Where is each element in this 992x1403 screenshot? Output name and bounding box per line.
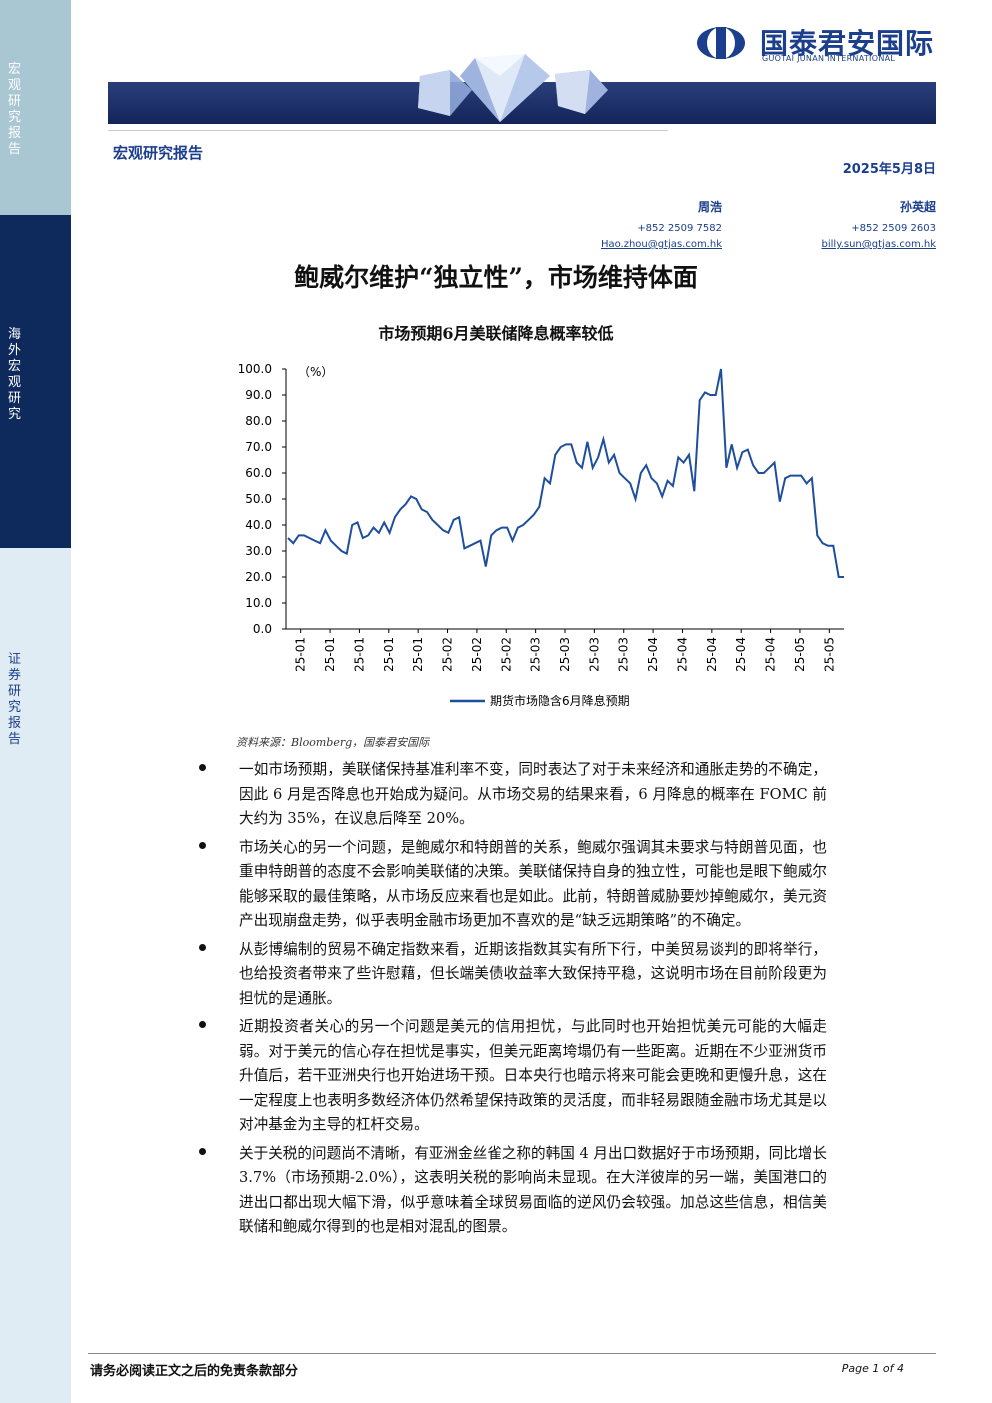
legend-label: 期货市场隐含6月降息预期 xyxy=(490,693,630,708)
sidebar: 宏观研究报告 海外宏观研究 证券研究报告 xyxy=(0,0,71,1403)
x-tick-label: 25-04 xyxy=(764,637,778,672)
y-tick-label: 0.0 xyxy=(253,622,272,636)
brand-logo: 国泰君安国际 GUOTAI JUNAN INTERNATIONAL xyxy=(690,22,950,68)
page-number: Page 1 of 4 xyxy=(841,1362,904,1375)
list-item: 关于关税的问题尚不清晰，有亚洲金丝雀之称的韩国 4 月出口数据好于市场预期，同比… xyxy=(197,1142,827,1240)
brand-name-cn: 国泰君安国际 xyxy=(760,27,935,60)
author-email-link[interactable]: billy.sun@gtjas.com.hk xyxy=(821,239,936,250)
author-name: 孙英超 xyxy=(899,200,936,214)
bullet-dot-icon xyxy=(199,1021,206,1028)
line-chart: 100.0 90.0 80.0 70.0 60.0 50.0 40.0 30.0 20.0 10.… xyxy=(238,362,844,708)
x-tick-label: 25-01 xyxy=(382,637,396,672)
bullet-list: 一如市场预期，美联储保持基准利率不变，同时表达了对于未来经济和通胀走势的不确定，… xyxy=(197,758,827,1244)
x-tick-label: 25-02 xyxy=(441,637,455,672)
x-tick-label: 25-03 xyxy=(587,637,601,672)
y-tick-label: 90.0 xyxy=(245,388,272,402)
x-tick-label: 25-04 xyxy=(705,637,719,672)
brand-mark-icon xyxy=(697,27,745,59)
x-tick-label: 25-03 xyxy=(558,637,572,672)
sidebar-section-securities: 证券研究报告 xyxy=(0,548,71,1403)
y-tick-label: 30.0 xyxy=(245,544,272,558)
y-tick-label: 10.0 xyxy=(245,596,272,610)
y-tick-label: 70.0 xyxy=(245,440,272,454)
sidebar-section-overseas: 海外宏观研究 xyxy=(0,215,71,548)
report-type: 宏观研究报告 xyxy=(113,144,204,162)
list-item: 一如市场预期，美联储保持基准利率不变，同时表达了对于未来经济和通胀走势的不确定，… xyxy=(197,758,827,832)
author-block: 周浩 +852 2509 7582 Hao.zhou@gtjas.com.hk xyxy=(601,198,722,250)
report-date: 2025年5月8日 xyxy=(842,162,936,177)
chart-source: 资料来源：Bloomberg，国泰君安国际 xyxy=(236,736,430,749)
bullet-text: 关于关税的问题尚不清晰，有亚洲金丝雀之称的韩国 4 月出口数据好于市场预期，同比… xyxy=(239,1144,827,1236)
sidebar-label-macro: 宏观研究报告 xyxy=(8,62,22,157)
bullet-dot-icon xyxy=(199,764,206,771)
x-tick-label: 25-01 xyxy=(294,637,308,672)
x-tick-label: 25-04 xyxy=(675,637,689,672)
y-tick-label: 80.0 xyxy=(245,414,272,428)
footer-rule xyxy=(88,1353,936,1354)
x-tick-label: 25-05 xyxy=(822,637,836,672)
bullet-dot-icon xyxy=(199,1147,206,1155)
y-tick-label: 100.0 xyxy=(238,362,272,376)
author-phone: +852 2509 7582 xyxy=(637,223,722,234)
x-tick-label: 25-03 xyxy=(529,637,543,672)
author-block: 孙英超 +852 2509 2603 billy.sun@gtjas.com.h… xyxy=(822,198,936,250)
y-tick-label: 40.0 xyxy=(245,518,272,532)
chart-title: 市场预期6月美联储降息概率较低 xyxy=(378,324,614,343)
y-axis-unit: （%） xyxy=(298,365,333,379)
list-item: 市场关心的另一个问题，是鲍威尔和特朗普的关系，鲍威尔强调其未要求与特朗普见面，也… xyxy=(197,836,827,934)
x-tick-label: 25-01 xyxy=(323,637,337,672)
bullet-text: 近期投资者关心的另一个问题是美元的信用担忧，与此同时也开始担忧美元可能的大幅走弱… xyxy=(239,1018,827,1133)
x-tick-label: 25-05 xyxy=(793,637,807,672)
x-tick-label: 25-01 xyxy=(411,637,425,672)
x-tick-label: 25-04 xyxy=(646,637,660,672)
bullet-dot-icon xyxy=(199,841,206,849)
sidebar-section-macro: 宏观研究报告 xyxy=(0,0,71,215)
bullet-text: 一如市场预期，美联储保持基准利率不变，同时表达了对于未来经济和通胀走势的不确定，… xyxy=(239,761,827,827)
list-item: 从彭博编制的贸易不确定指数来看，近期该指数其实有所下行，中美贸易谈判的即将举行，… xyxy=(197,938,827,1012)
sidebar-label-overseas: 海外宏观研究 xyxy=(8,327,22,422)
author-email-link[interactable]: Hao.zhou@gtjas.com.hk xyxy=(600,239,722,250)
x-tick-label: 25-02 xyxy=(470,637,484,672)
diamond-decoration-icon xyxy=(418,54,608,122)
author-phone: +852 2509 2603 xyxy=(851,223,936,234)
bullet-text: 市场关心的另一个问题，是鲍威尔和特朗普的关系，鲍威尔强调其未要求与特朗普见面，也… xyxy=(239,838,827,930)
y-tick-label: 50.0 xyxy=(245,492,272,506)
x-tick-label: 25-03 xyxy=(617,637,631,672)
y-tick-label: 60.0 xyxy=(245,466,272,480)
x-tick-label: 25-02 xyxy=(499,637,513,672)
author-name: 周浩 xyxy=(697,200,722,214)
header-rule xyxy=(108,130,668,131)
bullet-dot-icon xyxy=(199,943,206,951)
brand-name-en: GUOTAI JUNAN INTERNATIONAL xyxy=(762,54,896,63)
x-tick-label: 25-04 xyxy=(734,637,748,672)
sidebar-label-securities: 证券研究报告 xyxy=(8,652,22,747)
footer-disclaimer: 请务必阅读正文之后的免责条款部分 xyxy=(90,1364,299,1379)
series-line xyxy=(287,368,844,578)
list-item: 近期投资者关心的另一个问题是美元的信用担忧，与此同时也开始担忧美元可能的大幅走弱… xyxy=(197,1015,827,1138)
report-title: 鲍威尔维护“独立性”，市场维持体面 xyxy=(294,263,698,292)
x-tick-label: 25-01 xyxy=(352,637,366,672)
bullet-text: 从彭博编制的贸易不确定指数来看，近期该指数其实有所下行，中美贸易谈判的即将举行，… xyxy=(239,940,827,1007)
y-tick-label: 20.0 xyxy=(245,570,272,584)
